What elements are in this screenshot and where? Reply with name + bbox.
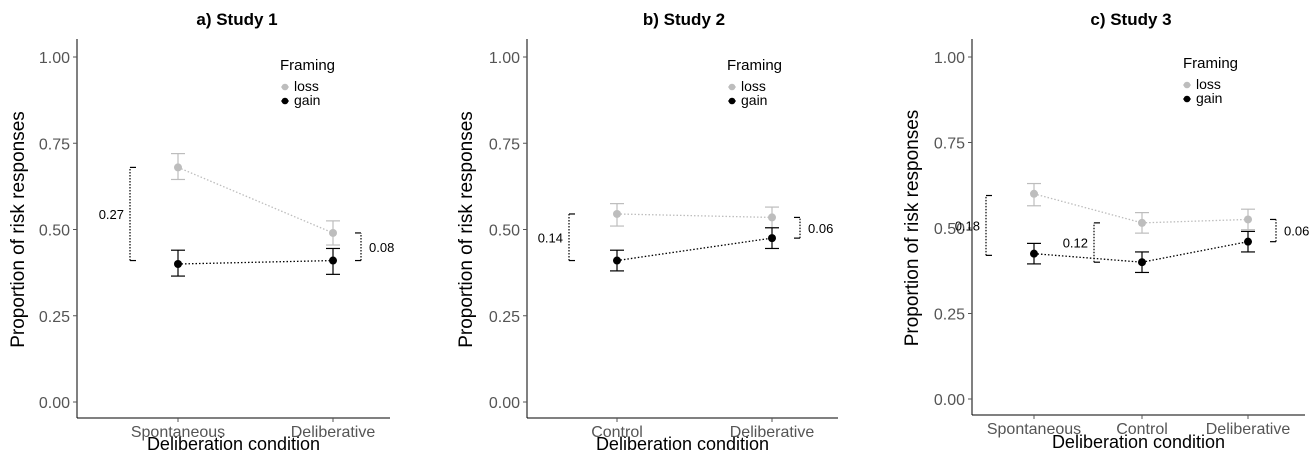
- y-axis-label: Proportion of risk responses: [902, 110, 923, 347]
- legend-label-gain: gain: [1196, 90, 1222, 106]
- series-line-gain: [1033, 241, 1249, 263]
- series-line-gain: [177, 259, 334, 265]
- difference-label: 0.08: [369, 240, 394, 255]
- data-point-loss: [1030, 189, 1038, 198]
- data-point-gain: [768, 234, 776, 243]
- series-line-loss: [177, 166, 334, 234]
- x-tick-label: Spontaneous: [131, 424, 225, 441]
- legend-label-loss: loss: [294, 78, 319, 94]
- data-point-loss: [1138, 218, 1146, 227]
- y-tick-label: 0.50: [934, 221, 965, 238]
- data-point-loss: [174, 163, 182, 172]
- y-tick-label: 0.25: [934, 307, 965, 324]
- series-line-loss: [1033, 193, 1249, 224]
- difference-bracket: [1270, 218, 1277, 243]
- panel-2: b) Study 2 Proportion of risk responses De…: [456, 10, 838, 454]
- y-tick-label: 0.25: [489, 309, 520, 326]
- data-point-gain: [1030, 249, 1038, 258]
- data-point-gain: [174, 260, 182, 268]
- legend-label-loss: loss: [1196, 76, 1221, 92]
- x-tick-label: Control: [1116, 421, 1168, 438]
- x-axis-label: Deliberation condition: [596, 434, 769, 454]
- y-tick-label: 0.00: [489, 395, 520, 412]
- data-point-gain: [613, 256, 621, 265]
- y-tick-label: 0.75: [934, 136, 965, 153]
- y-tick-label: 0.50: [489, 223, 520, 240]
- difference-bracket: [355, 232, 362, 262]
- y-tick-label: 1.00: [934, 50, 965, 67]
- legend-title: Framing: [280, 57, 335, 74]
- y-tick-label: 0.00: [39, 395, 70, 412]
- y-tick-label: 1.00: [39, 50, 70, 67]
- data-point-gain: [1244, 237, 1252, 246]
- y-tick-label: 0.25: [39, 309, 70, 326]
- data-point-gain: [329, 256, 337, 265]
- chart-title: a) Study 1: [196, 10, 277, 29]
- chart-title: c) Study 3: [1090, 10, 1171, 29]
- difference-label: 0.18: [955, 218, 980, 233]
- x-tick-label: Spontaneous: [987, 421, 1081, 438]
- y-axis-label: Proportion of risk responses: [456, 111, 477, 348]
- legend-title: Framing: [1183, 55, 1238, 72]
- y-tick-label: 0.75: [489, 136, 520, 153]
- series-line-loss: [616, 213, 773, 219]
- x-axis-label: Deliberation condition: [147, 434, 320, 454]
- legend-label-loss: loss: [741, 78, 766, 94]
- x-tick-label: Deliberative: [291, 424, 376, 441]
- y-tick-label: 0.75: [39, 136, 70, 153]
- difference-bracket: [794, 216, 801, 239]
- legend-label-gain: gain: [294, 92, 320, 108]
- series-line-gain: [616, 237, 773, 262]
- legend-label-gain: gain: [741, 92, 767, 108]
- y-tick-label: 0.50: [39, 223, 70, 240]
- difference-bracket: [985, 194, 992, 256]
- data-point-loss: [329, 228, 337, 237]
- difference-bracket: [1093, 222, 1100, 263]
- difference-label: 0.12: [1063, 236, 1088, 251]
- data-point-loss: [1244, 215, 1252, 224]
- y-tick-label: 0.00: [934, 392, 965, 409]
- x-tick-label: Control: [591, 424, 643, 441]
- panel-3: c) Study 3 Proportion of risk responses De…: [902, 10, 1309, 452]
- x-tick-label: Deliberative: [1206, 421, 1291, 438]
- difference-bracket: [568, 213, 575, 262]
- x-axis-label: Deliberation condition: [1052, 432, 1225, 452]
- y-tick-label: 1.00: [489, 50, 520, 67]
- data-point-gain: [1138, 258, 1146, 267]
- panel-1: a) Study 1 Proportion of risk responses De…: [8, 10, 394, 454]
- difference-label: 0.06: [808, 221, 833, 236]
- data-point-loss: [613, 209, 621, 218]
- difference-label: 0.06: [1284, 224, 1309, 239]
- legend-title: Framing: [727, 57, 782, 74]
- difference-label: 0.14: [538, 230, 563, 245]
- x-tick-label: Deliberative: [730, 424, 815, 441]
- difference-bracket: [129, 166, 136, 262]
- chart-title: b) Study 2: [643, 10, 725, 29]
- difference-label: 0.27: [99, 207, 124, 222]
- data-point-loss: [768, 213, 776, 222]
- y-axis-label: Proportion of risk responses: [8, 111, 29, 348]
